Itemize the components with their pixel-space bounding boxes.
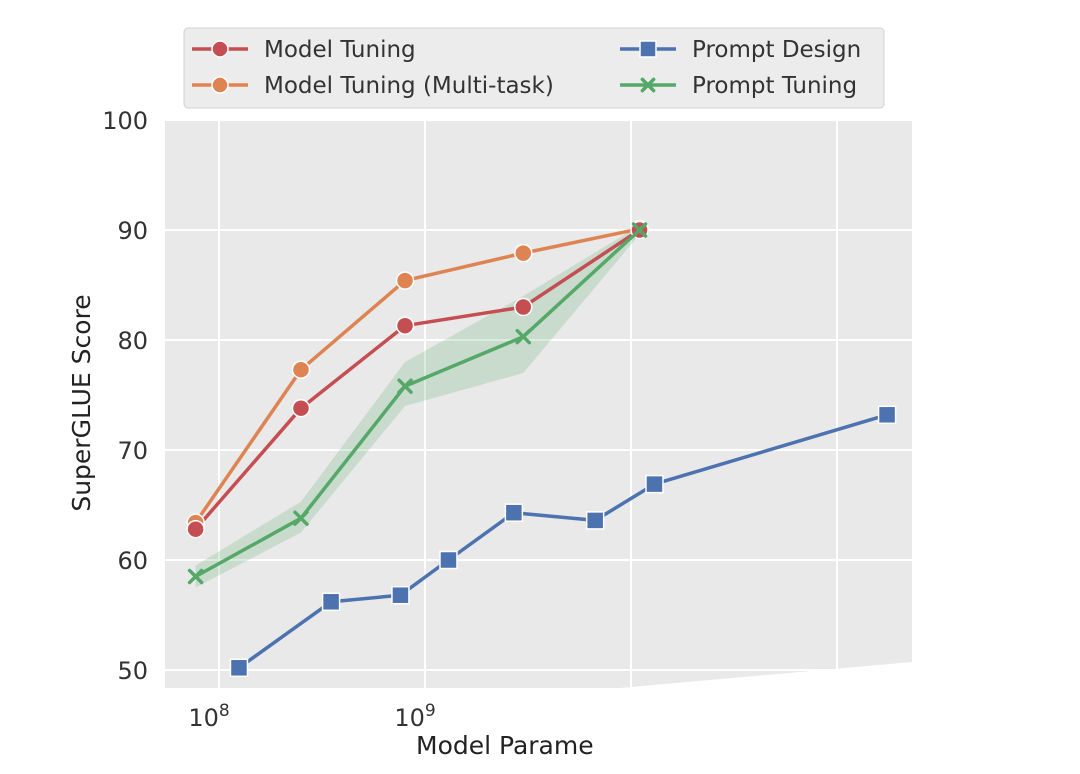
legend: Model Tuning Model Tuning (Multi-task) Pro… [183,27,885,109]
data-point [395,271,415,290]
x-tick-label: 108 [188,701,229,732]
legend-entry: Model Tuning (Multi-task) [192,73,554,99]
data-point [640,77,656,93]
grid-lines [165,119,912,688]
x-tick-labels: 108 109 [188,701,435,732]
y-tick-label: 60 [117,547,148,575]
confidence-bands [195,225,640,588]
y-tick-label: 70 [117,437,148,465]
y-tick-label: 90 [117,217,148,245]
y-tick-label: 50 [117,657,148,685]
data-point [504,503,524,522]
data-point [187,568,204,585]
x-tick-label: 109 [394,701,435,732]
folded-corner-overlay [620,662,912,774]
legend-entry: Prompt Tuning [620,73,857,99]
data-point [397,378,413,394]
data-point [211,76,229,94]
x-axis-label: Model Parame [416,731,594,760]
series-markers [186,219,897,678]
data-point [514,243,533,263]
data-point [229,658,249,678]
y-tick-label: 100 [102,107,148,135]
data-point [321,592,341,612]
y-tick-label: 80 [117,327,148,355]
data-point [391,585,410,605]
data-point [515,328,532,345]
data-point [645,474,664,494]
y-axis-label: SuperGLUE Score [67,294,96,511]
series-line [237,413,888,670]
data-point [631,222,648,238]
legend-entry: Prompt Design [620,37,861,63]
legend-entry: Model Tuning [192,37,416,63]
confidence-band [195,225,640,588]
y-tick-labels: 50 60 70 80 90 100 [102,107,148,685]
legend-label: Prompt Design [692,37,861,63]
data-point [291,360,311,379]
data-point [211,40,229,58]
data-point [439,550,458,570]
data-point [291,398,311,418]
data-point [585,511,605,530]
legend-label: Model Tuning (Multi-task) [264,73,554,99]
legend-label: Prompt Tuning [692,73,857,99]
data-point [395,316,415,335]
data-point [514,297,533,317]
data-point [186,519,205,539]
legend-box [183,27,885,109]
plot-area [165,120,912,688]
legend-label: Model Tuning [264,37,416,63]
data-point [877,405,897,425]
data-point [639,40,657,58]
data-point [293,510,309,526]
